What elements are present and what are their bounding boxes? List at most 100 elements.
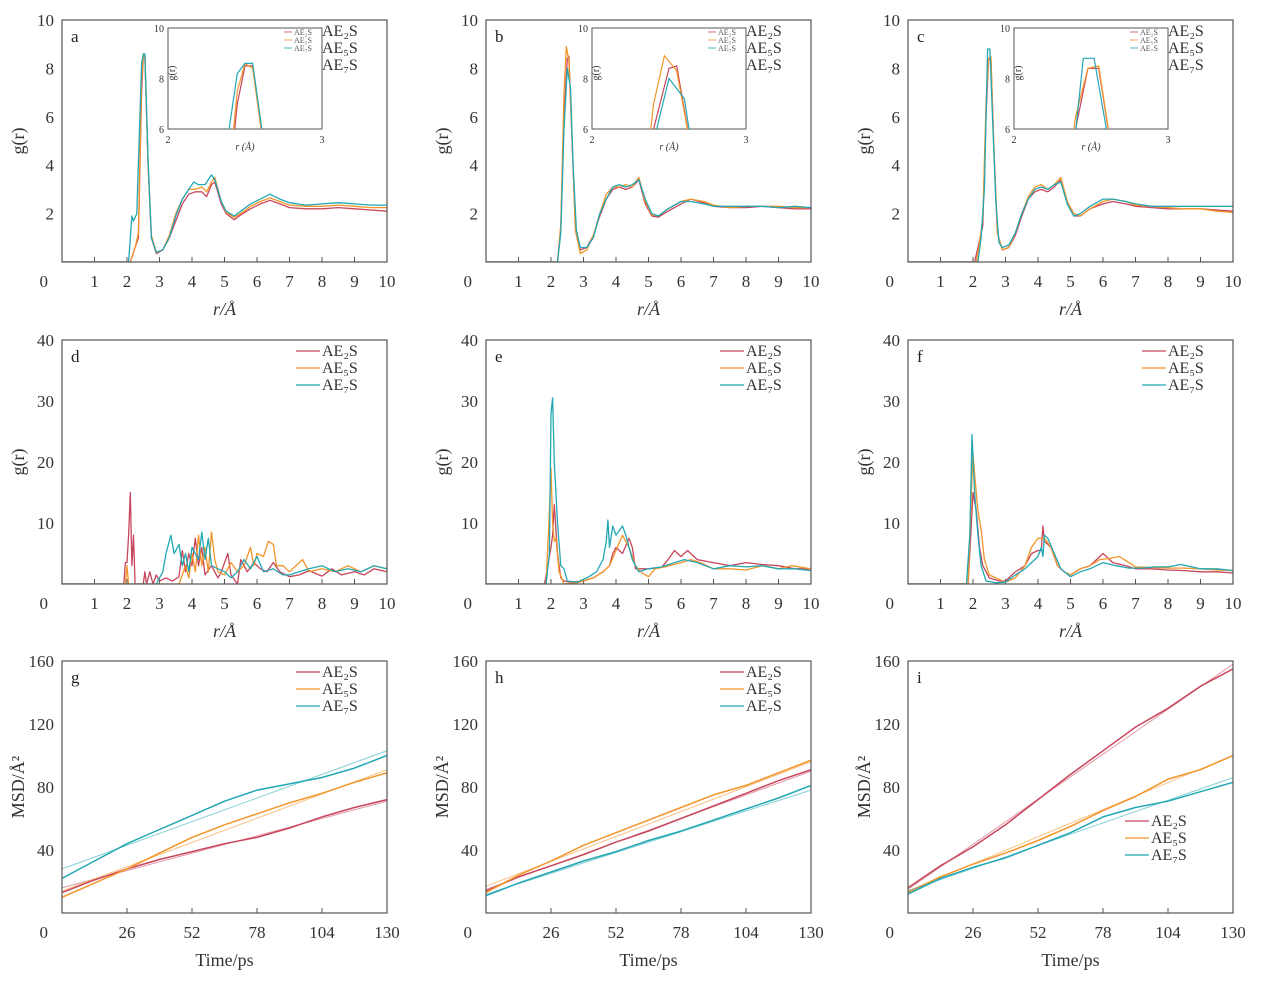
inset-y-tick-label: 8 [159,75,164,86]
y-tick-label: 10 [461,514,478,533]
series-group [62,750,387,898]
legend-label: AE₂S [746,23,782,40]
legend-label: AE₂S [1151,813,1187,830]
inset-frame [167,27,323,130]
y-tick-label: 80 [883,778,900,797]
x-tick-label: 2 [123,594,132,613]
y-tick-label: 80 [37,778,54,797]
x-tick-label: 8 [742,594,751,613]
y-tick-label: 6 [46,108,55,127]
x-axis-label: Time/ps [1041,950,1099,970]
x-tick-label: 3 [1001,594,1010,613]
plot-frame [61,19,388,263]
series-group [486,397,811,584]
plot-frame [907,19,1234,263]
panel-letter: g [71,668,80,687]
x-tick-label: 4 [1034,272,1043,291]
legend-label: AE₅S [746,681,782,698]
y-tick-label: 10 [461,11,478,30]
inset-legend-label: AE₅S [718,36,736,45]
y-tick-label: 30 [37,392,54,411]
series-line-AE2S [908,491,1233,584]
plot-frame [907,339,1234,585]
x-tick-label: 52 [184,923,201,942]
inset-series-line-AE2S [1074,67,1109,129]
inset-y-tick-label: 6 [583,125,588,136]
x-tick-label: 4 [1034,594,1043,613]
inset-x-axis-label: r (Å) [659,141,679,153]
inset-series-group [650,54,690,129]
origin-label: 0 [886,923,895,942]
inset-legend-label: AE₅S [1140,36,1158,45]
x-tick-label: 7 [1131,272,1140,291]
inset-legend-label: AE₇S [1140,44,1158,53]
x-axis-label: r/Å [1059,299,1083,319]
legend-label: AE₇S [322,698,358,715]
inset-series-line-AE5S [233,62,262,129]
series-line-AE5S [62,772,387,898]
x-tick-label: 8 [1164,594,1173,613]
inset-x-tick-label: 2 [166,135,171,146]
panel-letter: e [495,347,503,366]
x-tick-label: 7 [709,272,718,291]
series-line-AE5S [62,531,387,584]
x-tick-label: 9 [1196,594,1205,613]
series-line-AE7S [908,48,1233,262]
series-group [908,663,1233,895]
y-tick-label: 80 [461,778,478,797]
x-tick-label: 4 [188,272,197,291]
y-tick-label: 30 [883,392,900,411]
series-line-AE7S [62,53,387,262]
series-group [908,48,1233,262]
y-axis-label: g(r) [432,128,453,155]
y-tick-label: 6 [892,108,901,127]
inset-y-tick-label: 10 [154,24,164,35]
x-axis-label: r/Å [213,621,237,641]
y-tick-label: 160 [453,652,479,671]
legend-label: AE₂S [322,23,358,40]
series-line-AE2S [486,768,811,892]
inset-series-line-AE2S [234,65,262,129]
x-tick-label: 2 [547,272,556,291]
series-line-AE7S [486,784,811,897]
series-group [486,45,811,262]
legend-label: AE₇S [746,377,782,394]
fit-line-AE7S [908,777,1233,892]
panel-letter: c [917,27,925,46]
origin-label: 0 [40,594,49,613]
panel-letter: b [495,27,504,46]
x-tick-label: 10 [1225,594,1242,613]
x-tick-label: 3 [579,594,588,613]
x-tick-label: 8 [1164,272,1173,291]
x-tick-label: 6 [253,272,262,291]
panel-letter: f [917,347,923,366]
inset-x-tick-label: 3 [744,135,749,146]
y-tick-label: 40 [37,331,54,350]
x-tick-label: 2 [123,272,132,291]
x-tick-label: 5 [644,272,653,291]
inset-series-line-AE5S [650,54,689,129]
x-tick-label: 10 [1225,272,1242,291]
legend-label: AE₅S [322,360,358,377]
inset-y-tick-label: 8 [583,75,588,86]
legend-label: AE₂S [746,664,782,681]
x-tick-label: 26 [119,923,136,942]
x-tick-label: 3 [155,594,164,613]
panel-i: 26 52 78 104 130 40 80 120 160 0 Time/ps MSD/Å² i AE₂… [854,652,1246,970]
x-tick-label: 2 [969,594,978,613]
series-line-AE5S [486,467,811,584]
inset-y-tick-label: 10 [578,24,588,35]
series-line-AE2S [908,668,1233,889]
x-tick-label: 10 [379,272,396,291]
x-tick-label: 5 [1066,594,1075,613]
inset-y-tick-label: 6 [159,125,164,136]
x-tick-label: 7 [1131,594,1140,613]
x-tick-label: 52 [1030,923,1047,942]
fit-line-AE7S [62,750,387,870]
y-axis-label: g(r) [854,449,875,476]
y-tick-label: 2 [470,205,479,224]
inset-legend-label: AE₅S [294,36,312,45]
inset-x-axis-label: r (Å) [1081,141,1101,153]
